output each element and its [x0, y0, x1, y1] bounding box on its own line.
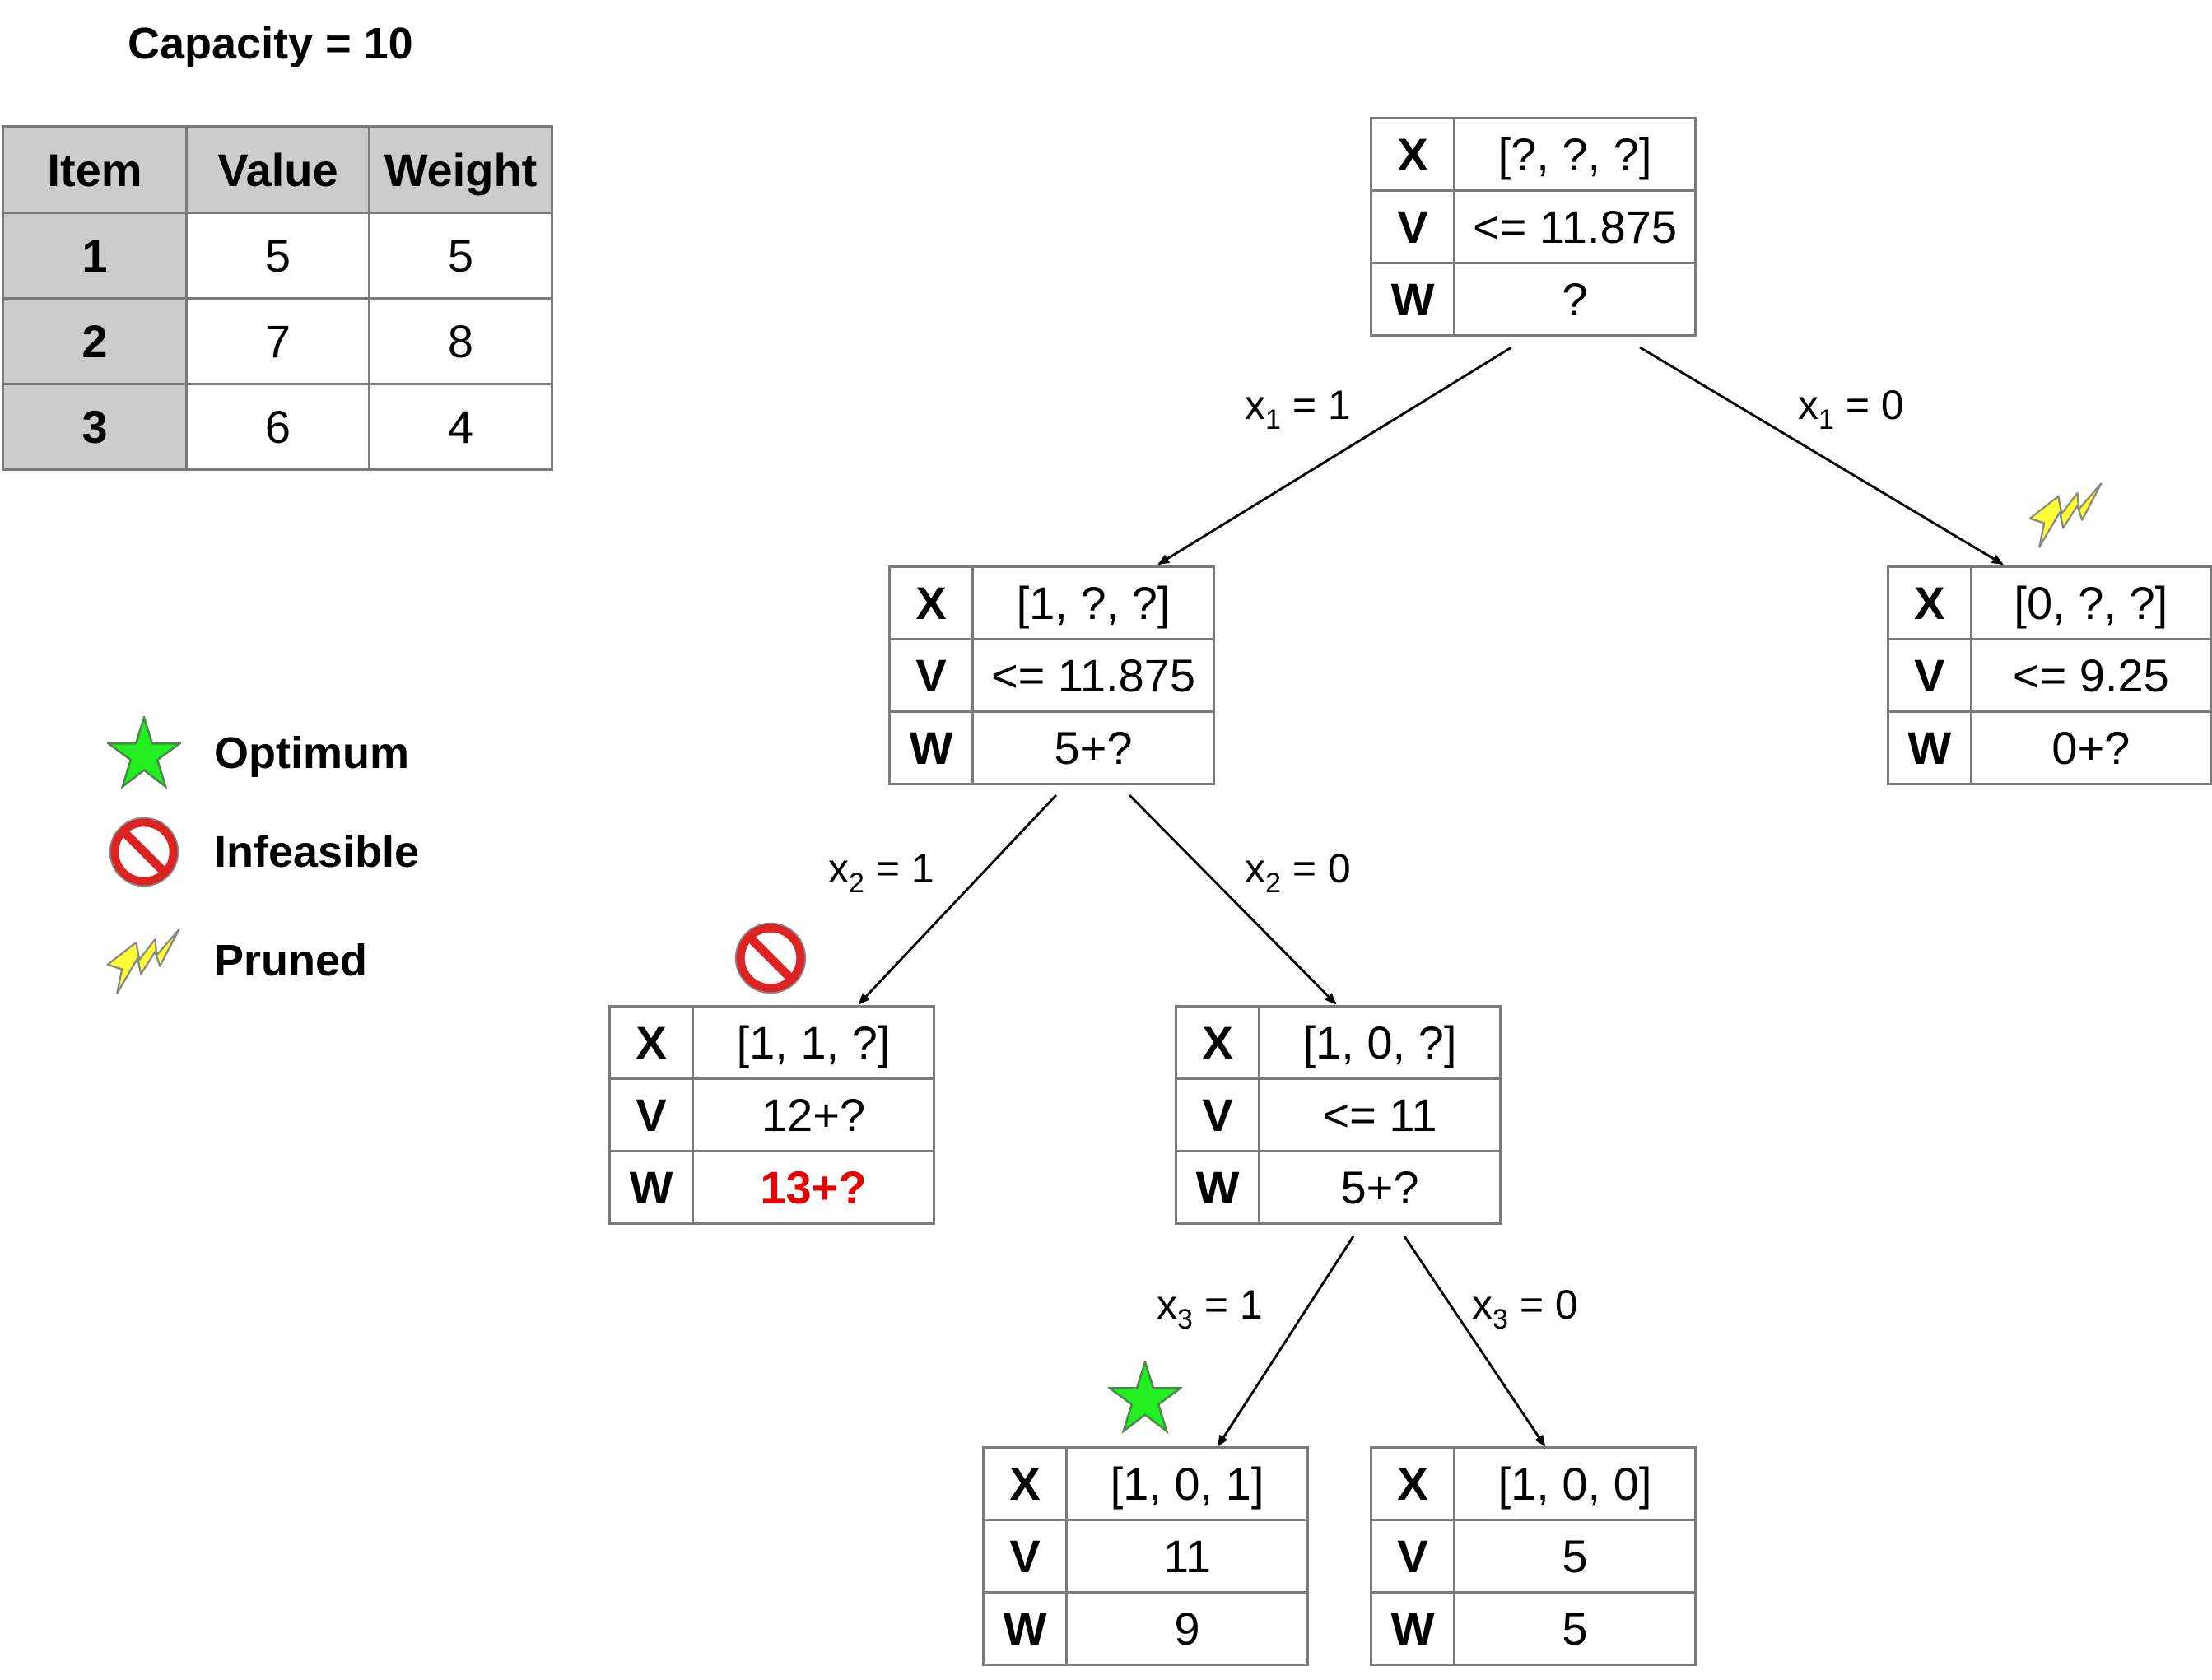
- node-key-x: X: [1887, 565, 1972, 640]
- node-key-w: W: [1175, 1150, 1260, 1225]
- item-value: 7: [185, 297, 370, 385]
- legend-pruned-label: Pruned: [214, 936, 368, 985]
- lightning-icon: [103, 924, 185, 998]
- node-key-w: W: [608, 1150, 694, 1225]
- star-icon: [103, 716, 185, 790]
- node-key-w: W: [1370, 262, 1455, 337]
- node-w-value: 5+?: [1258, 1150, 1502, 1225]
- legend-optimum-label: Optimum: [214, 728, 409, 778]
- edge-label-x2-1: x2 = 1: [828, 845, 934, 899]
- edge-label-x2-0: x2 = 0: [1245, 845, 1351, 899]
- table-row: 2 7 8: [2, 297, 553, 385]
- node-key-v: V: [608, 1077, 694, 1152]
- node-1: X [1, ?, ?] V <= 11.875 W 5+?: [888, 565, 1215, 785]
- item-weight: 4: [368, 383, 553, 471]
- table-row: 3 6 4: [2, 383, 553, 471]
- node-key-v: V: [1370, 1519, 1455, 1594]
- node-x-value: [1, ?, ?]: [971, 565, 1215, 640]
- edge-x3-0: [1403, 1236, 1546, 1447]
- node-w-value: 5+?: [971, 710, 1215, 785]
- item-value: 6: [185, 383, 370, 471]
- header-item: Item: [2, 125, 188, 214]
- node-x-value: [?, ?, ?]: [1453, 117, 1697, 192]
- node-v-value: <= 11.875: [1453, 189, 1697, 264]
- node-w-value-overweight: 13+?: [692, 1150, 935, 1225]
- node-0: X [0, ?, ?] V <= 9.25 W 0+?: [1887, 565, 2212, 785]
- node-key-x: X: [608, 1005, 694, 1080]
- node-key-x: X: [1175, 1005, 1260, 1080]
- node-key-v: V: [1175, 1077, 1260, 1152]
- node-key-x: X: [1370, 1446, 1455, 1521]
- item-weight: 8: [368, 297, 553, 385]
- node-root: X [?, ?, ?] V <= 11.875 W?: [1370, 117, 1697, 337]
- item-id: 3: [2, 383, 188, 471]
- star-icon: [1106, 1358, 1185, 1439]
- header-value: Value: [185, 125, 370, 214]
- node-key-w: W: [1887, 710, 1972, 785]
- node-w-value: 0+?: [1969, 710, 2212, 785]
- node-v-value: 11: [1065, 1519, 1309, 1594]
- legend-infeasible: Infeasible: [103, 815, 419, 889]
- prohibited-icon: [733, 920, 808, 1000]
- prohibited-icon: [103, 815, 185, 889]
- edge-label-x3-0: x3 = 0: [1472, 1282, 1578, 1335]
- node-w-value: 9: [1065, 1591, 1309, 1666]
- item-id: 1: [2, 212, 188, 300]
- node-key-x: X: [1370, 117, 1455, 192]
- edge-x3-1: [1217, 1236, 1355, 1447]
- items-table: Item Value Weight 1 5 5 2 7 8 3 6 4: [2, 125, 553, 471]
- capacity-label: Capacity = 10: [128, 19, 413, 68]
- edge-label-x1-0: x1 = 0: [1798, 382, 1904, 435]
- legend-pruned: Pruned: [103, 924, 367, 998]
- edge-label-x3-1: x3 = 1: [1157, 1282, 1263, 1335]
- node-x-value: [1, 1, ?]: [692, 1005, 935, 1080]
- edge-label-x1-1: x1 = 1: [1245, 382, 1351, 435]
- node-11: X [1, 1, ?] V 12+? W 13+?: [608, 1005, 935, 1225]
- edge-x2-1: [858, 793, 1058, 1005]
- node-v-value: <= 11: [1258, 1077, 1502, 1152]
- node-key-v: V: [982, 1519, 1068, 1594]
- lightning-icon: [2027, 477, 2106, 556]
- table-row: 1 5 5: [2, 212, 553, 300]
- node-key-x: X: [888, 565, 974, 640]
- node-v-value: <= 11.875: [971, 638, 1215, 713]
- node-key-w: W: [982, 1591, 1068, 1666]
- edge-x1-0: [1639, 346, 2004, 565]
- node-key-v: V: [888, 638, 974, 713]
- node-w-value: ?: [1453, 262, 1697, 337]
- items-table-header-row: Item Value Weight: [2, 125, 553, 214]
- node-x-value: [1, 0, ?]: [1258, 1005, 1502, 1080]
- node-w-value: 5: [1453, 1591, 1697, 1666]
- node-key-x: X: [982, 1446, 1068, 1521]
- legend-optimum: Optimum: [103, 716, 409, 790]
- edge-x2-0: [1128, 793, 1337, 1005]
- node-v-value: 12+?: [692, 1077, 935, 1152]
- item-weight: 5: [368, 212, 553, 300]
- node-key-v: V: [1370, 189, 1455, 264]
- legend-infeasible-label: Infeasible: [214, 827, 420, 877]
- node-v-value: 5: [1453, 1519, 1697, 1594]
- header-weight: Weight: [368, 125, 553, 214]
- node-key-w: W: [888, 710, 974, 785]
- node-v-value: <= 9.25: [1969, 638, 2212, 713]
- node-x-value: [1, 0, 0]: [1453, 1446, 1697, 1521]
- node-key-v: V: [1887, 638, 1972, 713]
- item-value: 5: [185, 212, 370, 300]
- node-key-w: W: [1370, 1591, 1455, 1666]
- item-id: 2: [2, 297, 188, 385]
- node-10: X [1, 0, ?] V <= 11 W 5+?: [1175, 1005, 1502, 1225]
- edge-x1-1: [1157, 346, 1512, 565]
- node-x-value: [0, ?, ?]: [1969, 565, 2212, 640]
- node-x-value: [1, 0, 1]: [1065, 1446, 1309, 1521]
